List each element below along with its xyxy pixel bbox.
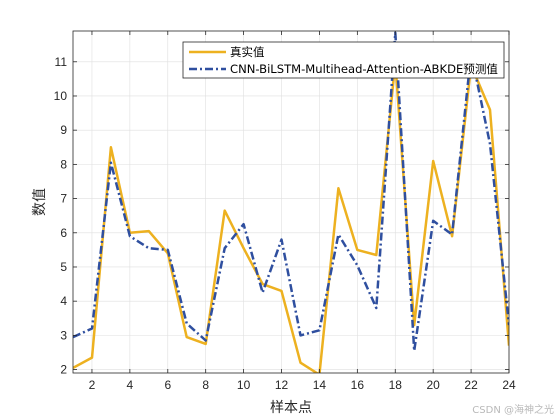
y-tick-label: 4 — [60, 294, 67, 308]
watermark: CSDN @海神之光 — [472, 405, 554, 416]
x-tick-label: 24 — [502, 378, 516, 392]
y-tick-label: 9 — [60, 123, 67, 137]
legend-box — [182, 41, 505, 79]
series-line-2 — [73, 31, 509, 353]
x-tick-label: 4 — [127, 378, 134, 392]
y-tick-label: 5 — [60, 260, 67, 274]
y-tick-label: 8 — [60, 157, 67, 171]
y-tick-label: 11 — [55, 55, 68, 69]
y-axis-title: 数值 — [32, 188, 48, 216]
y-tick-label: 3 — [60, 328, 67, 342]
legend-label-series-1: 真实值 — [230, 45, 265, 59]
legend: 真实值 CNN-BiLSTM-Multihead-Attention-ABKDE… — [182, 41, 505, 79]
y-tick-label: 10 — [54, 89, 68, 103]
x-axis-title: 样本点 — [270, 400, 312, 416]
series-line-1 — [73, 60, 509, 373]
x-tick-label: 16 — [351, 378, 365, 392]
x-tick-label: 8 — [202, 378, 209, 392]
x-tick-label: 10 — [237, 378, 251, 392]
x-tick-label: 6 — [164, 378, 171, 392]
plot-area — [73, 31, 509, 373]
y-tick-label: 6 — [60, 226, 67, 240]
x-tick-label: 2 — [89, 378, 96, 392]
x-tick-label: 18 — [389, 378, 403, 392]
y-tick-label: 7 — [60, 192, 67, 206]
x-tick-label: 14 — [313, 378, 327, 392]
x-tick-label: 20 — [426, 378, 440, 392]
series-lines — [73, 31, 509, 373]
plot-frame — [72, 30, 510, 374]
y-tick-label: 2 — [60, 363, 67, 377]
x-tick-label: 12 — [275, 378, 289, 392]
legend-label-series-2: CNN-BiLSTM-Multihead-Attention-ABKDE预测值 — [230, 62, 498, 76]
x-tick-label: 22 — [464, 378, 478, 392]
